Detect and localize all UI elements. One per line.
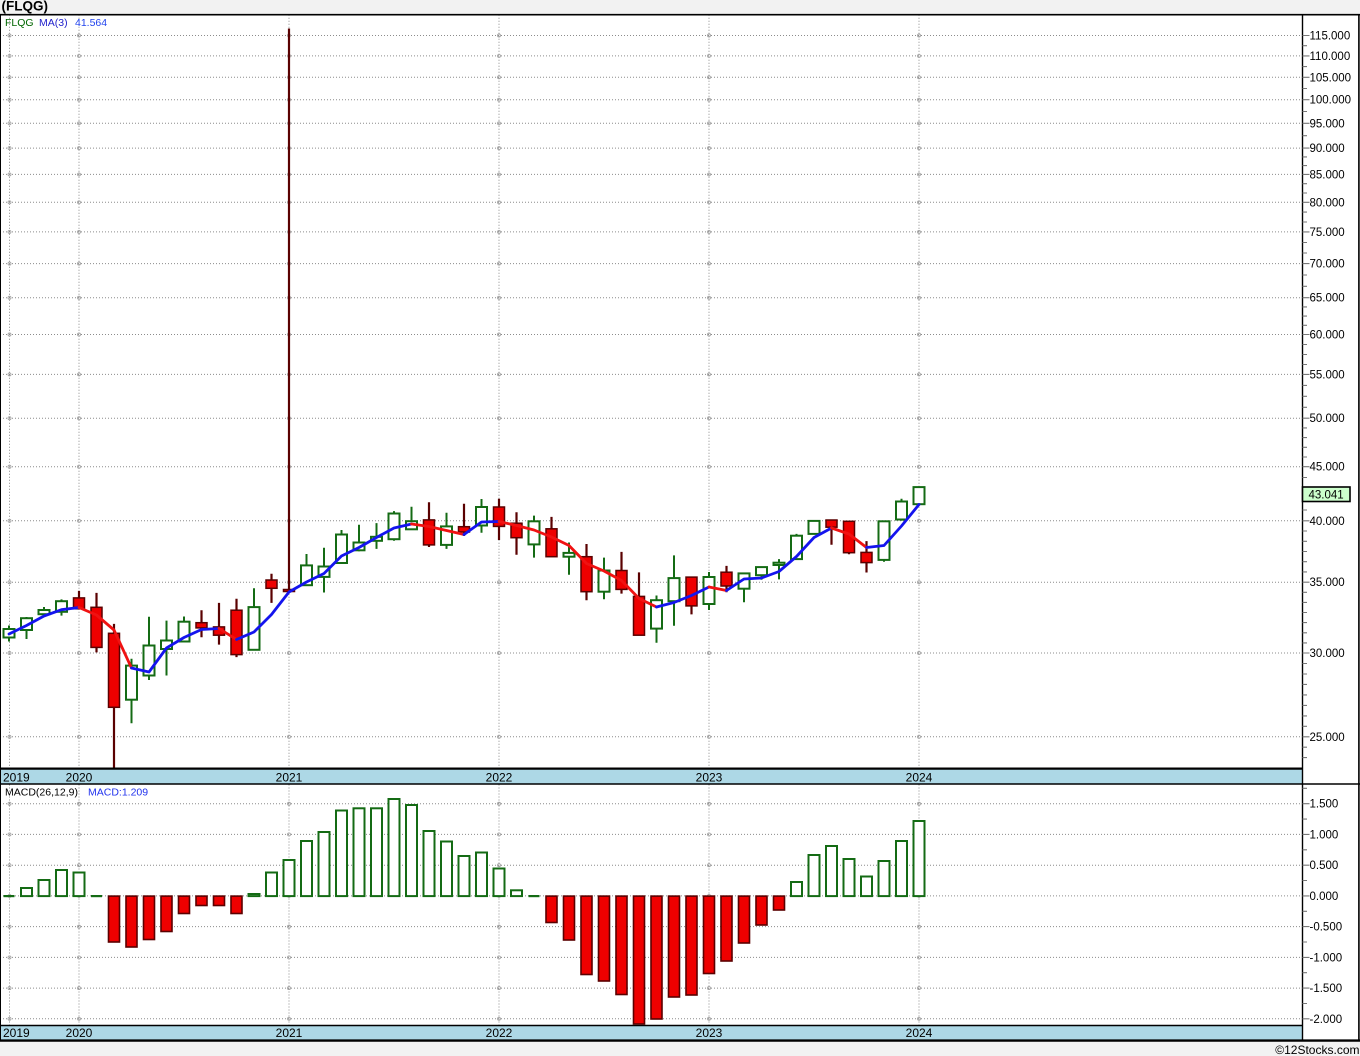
svg-text:MACD:1.209: MACD:1.209 (88, 787, 148, 799)
svg-text:2020: 2020 (66, 770, 93, 784)
svg-text:70.000: 70.000 (1310, 259, 1345, 271)
svg-text:2021: 2021 (276, 770, 303, 784)
svg-text:40.000: 40.000 (1310, 516, 1345, 528)
svg-text:30.000: 30.000 (1310, 648, 1345, 660)
svg-text:©12Stocks.com: ©12Stocks.com (1275, 1043, 1359, 1056)
svg-text:65.000: 65.000 (1310, 293, 1345, 305)
svg-text:2020: 2020 (66, 1026, 93, 1040)
svg-text:-2.000: -2.000 (1310, 1014, 1343, 1026)
svg-text:80.000: 80.000 (1310, 197, 1345, 209)
svg-text:-1.000: -1.000 (1310, 952, 1343, 964)
svg-text:115.000: 115.000 (1310, 31, 1351, 43)
svg-text:2024: 2024 (906, 770, 933, 784)
svg-text:100.000: 100.000 (1310, 95, 1352, 107)
svg-text:2023: 2023 (696, 1026, 723, 1040)
svg-text:FLQG: FLQG (5, 17, 34, 29)
svg-text:2022: 2022 (486, 1026, 513, 1040)
svg-text:41.564: 41.564 (75, 17, 107, 29)
svg-text:95.000: 95.000 (1310, 118, 1345, 130)
svg-text:25.000: 25.000 (1310, 732, 1345, 744)
svg-text:2019: 2019 (3, 1026, 30, 1040)
svg-text:(FLQG): (FLQG) (2, 0, 49, 14)
svg-text:110.000: 110.000 (1310, 51, 1351, 63)
svg-text:2023: 2023 (696, 770, 723, 784)
svg-text:45.000: 45.000 (1310, 462, 1345, 474)
svg-text:55.000: 55.000 (1310, 369, 1345, 381)
svg-text:75.000: 75.000 (1310, 227, 1345, 239)
svg-text:2019: 2019 (3, 770, 30, 784)
svg-text:MA(3): MA(3) (39, 17, 68, 29)
svg-text:-1.500: -1.500 (1310, 983, 1343, 995)
svg-text:35.000: 35.000 (1310, 577, 1345, 589)
svg-text:1.500: 1.500 (1310, 799, 1339, 811)
svg-text:-0.500: -0.500 (1310, 922, 1343, 934)
svg-text:50.000: 50.000 (1310, 413, 1345, 425)
svg-text:43.041: 43.041 (1309, 490, 1344, 502)
svg-text:0.000: 0.000 (1310, 891, 1339, 903)
svg-text:MACD(26,12,9): MACD(26,12,9) (5, 787, 78, 799)
svg-text:85.000: 85.000 (1310, 169, 1345, 181)
svg-text:105.000: 105.000 (1310, 72, 1352, 84)
svg-text:60.000: 60.000 (1310, 330, 1345, 342)
svg-text:2022: 2022 (486, 770, 513, 784)
svg-text:2024: 2024 (906, 1026, 933, 1040)
svg-text:2021: 2021 (276, 1026, 303, 1040)
svg-text:90.000: 90.000 (1310, 143, 1345, 155)
svg-text:1.000: 1.000 (1310, 829, 1339, 841)
svg-text:0.500: 0.500 (1310, 860, 1339, 872)
